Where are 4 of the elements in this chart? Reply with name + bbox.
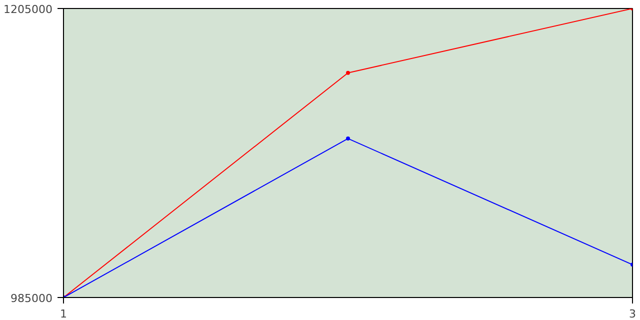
y-tick-label: 1205000: [4, 3, 53, 16]
x-tick-label: 1: [60, 308, 67, 320]
y-tick-label: 985000: [10, 292, 53, 305]
x-tick-label: 3: [629, 308, 636, 320]
